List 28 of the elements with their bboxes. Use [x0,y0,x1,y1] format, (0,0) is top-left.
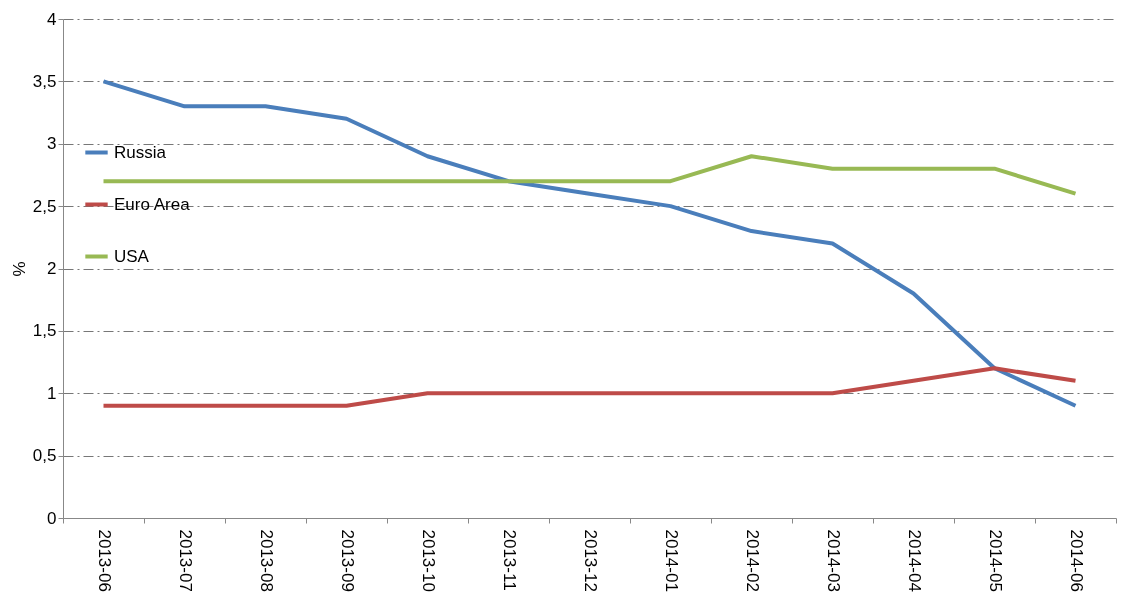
y-tick-label: 0 [47,508,57,528]
line-series [101,366,1078,408]
x-tick-label: 2014-05 [986,529,1005,592]
y-tick-label: 2 [47,259,57,278]
x-tick-label: 2014-02 [743,529,762,592]
x-tick-label: 2013-12 [581,529,600,592]
y-tick-label: 4 [47,9,57,29]
x-tick-label: 2013-11 [500,529,519,591]
x-tick-label: 2013-07 [176,529,195,592]
y-tick-label: 1 [47,383,57,403]
legend-label: Russia [114,142,167,162]
line-series [101,79,1078,408]
y-tick-label: 3 [47,134,57,154]
x-tick-label: 2013-06 [95,529,114,592]
x-tick-label: 2013-08 [257,529,276,592]
y-tick-label: 2,5 [32,196,57,216]
x-tick-label: 2013-09 [338,529,357,592]
x-tick-label: 2014-01 [662,529,681,592]
x-tick-label: 2014-06 [1067,529,1086,592]
y-tick-label: 0,5 [32,446,57,466]
y-tick-label: 3,5 [32,71,57,91]
legend-label: Euro Area [114,194,191,214]
y-tick-label: 1,5 [32,321,57,341]
y-axis-title: % [9,261,29,277]
legend-label: USA [114,246,150,266]
x-tick-label: 2013-10 [419,529,438,592]
x-tick-label: 2014-03 [824,529,843,592]
x-tick-label: 2014-04 [905,529,924,592]
